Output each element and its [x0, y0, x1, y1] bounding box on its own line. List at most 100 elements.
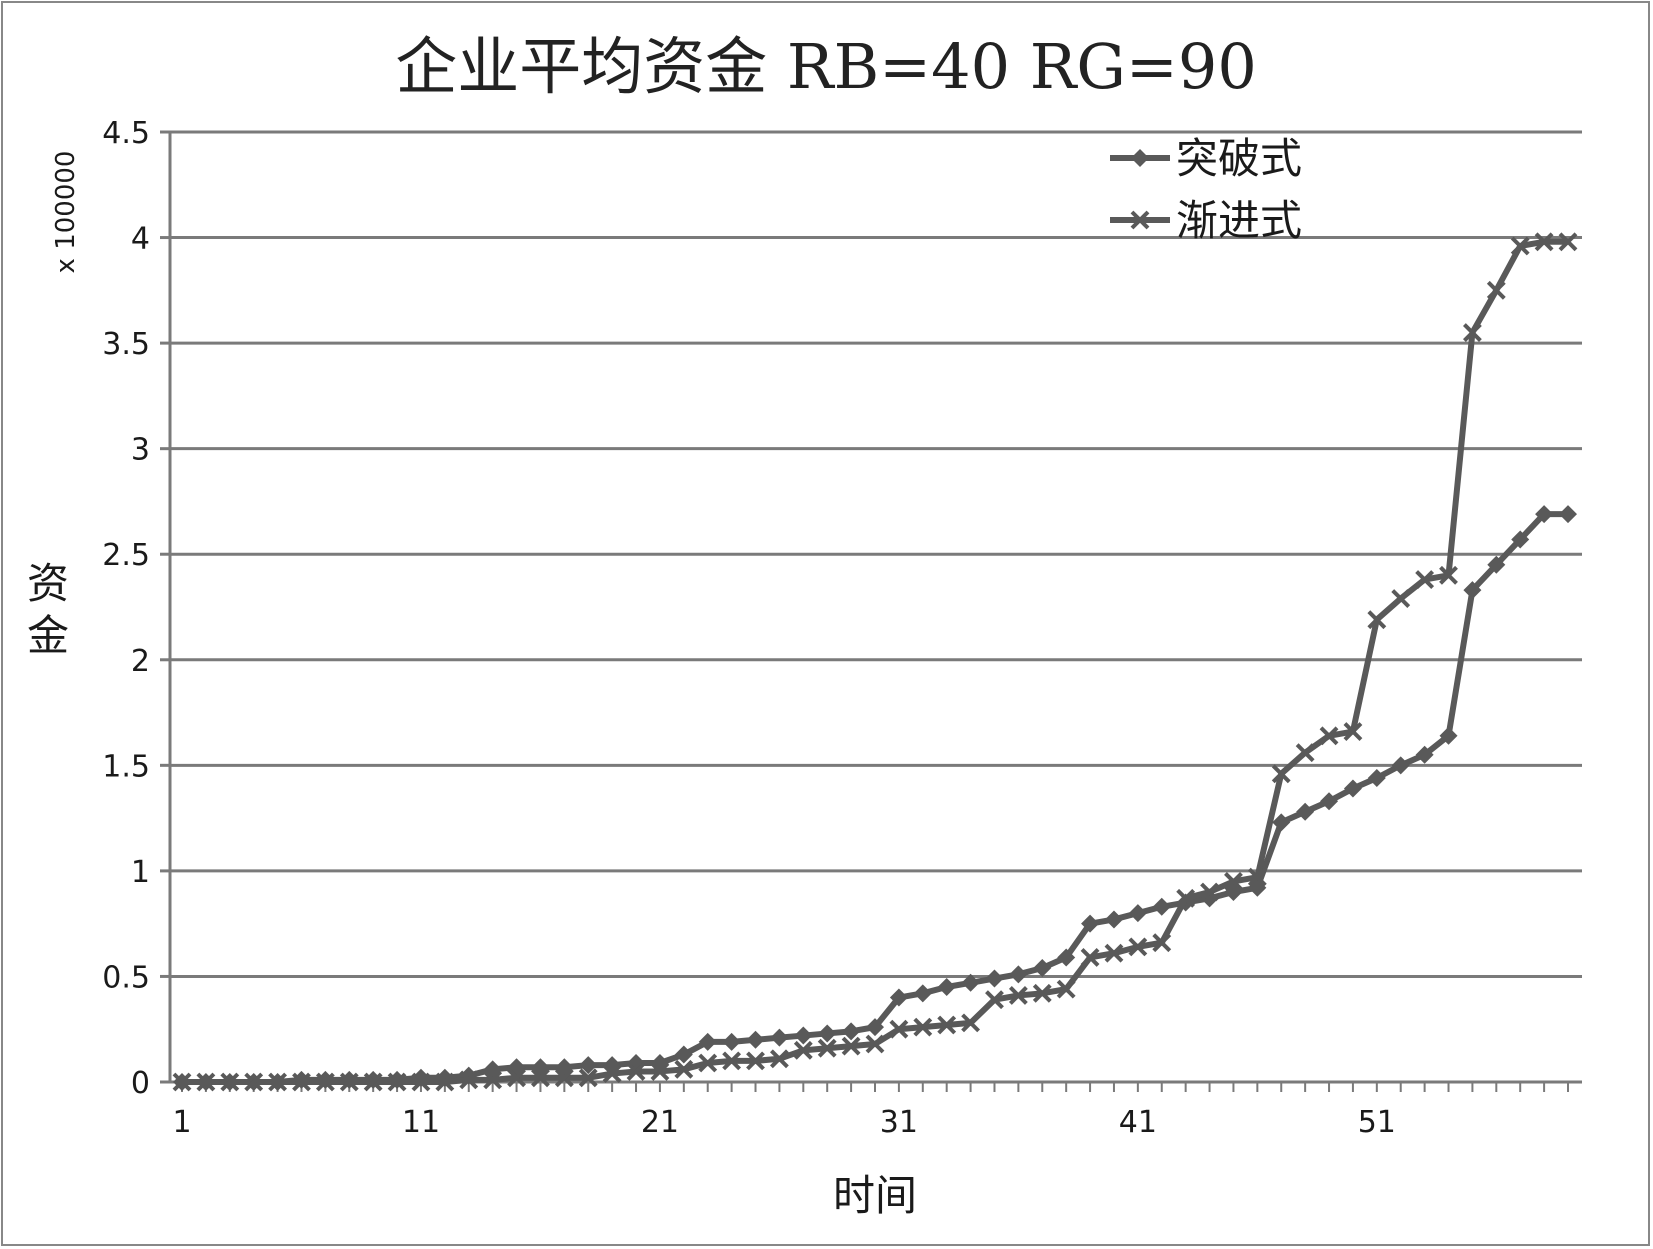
- x-marker-stroke: [1391, 589, 1411, 608]
- data-point: [244, 1072, 264, 1092]
- data-point: [961, 973, 980, 992]
- x-marker-stroke: [698, 1053, 718, 1073]
- series-layer: [172, 232, 1578, 1092]
- x-marker-stroke: [1200, 882, 1219, 902]
- data-point: [363, 1072, 383, 1092]
- data-point: [172, 1072, 192, 1092]
- data-point: [1057, 948, 1076, 967]
- data-point: [1535, 505, 1554, 524]
- x-marker-stroke: [817, 1038, 837, 1058]
- x-marker-stroke: [1056, 979, 1076, 999]
- data-point: [1415, 745, 1434, 764]
- data-point: [1510, 236, 1530, 256]
- x-marker-stroke: [339, 1072, 359, 1092]
- data-point: [1104, 910, 1123, 929]
- x-axis-label: 时间: [833, 1171, 917, 1220]
- x-marker-stroke: [1032, 983, 1052, 1003]
- x-marker-stroke: [554, 1068, 574, 1088]
- x-marker-stroke: [841, 1036, 861, 1056]
- data-point: [698, 1053, 718, 1073]
- data-point: [794, 1026, 813, 1045]
- data-point: [1128, 937, 1148, 957]
- x-marker-stroke: [1130, 210, 1150, 230]
- data-point: [674, 1045, 693, 1064]
- data-point: [889, 988, 908, 1007]
- data-point: [1009, 965, 1028, 984]
- data-point: [1176, 888, 1196, 908]
- x-marker-stroke: [1510, 236, 1530, 256]
- x-marker-stroke: [1415, 570, 1435, 589]
- data-point: [746, 1051, 765, 1071]
- y-tick-label: 3.5: [102, 327, 150, 362]
- y-tick-label: 2.5: [102, 538, 150, 573]
- x-marker-stroke: [220, 1072, 240, 1092]
- data-point: [1439, 726, 1458, 745]
- data-point: [554, 1068, 574, 1088]
- data-point: [937, 978, 956, 996]
- y-scale-label: x 100000: [51, 151, 81, 274]
- legend-item: 突破式: [1110, 134, 1302, 183]
- data-point: [698, 1032, 717, 1051]
- data-point: [1080, 948, 1100, 967]
- data-point: [722, 1051, 742, 1071]
- y-tick-label: 0.5: [102, 960, 150, 995]
- x-marker-stroke: [435, 1072, 455, 1092]
- data-point: [1296, 802, 1315, 821]
- x-marker-stroke: [1271, 764, 1291, 784]
- data-point: [674, 1059, 694, 1079]
- x-marker-stroke: [244, 1072, 264, 1092]
- data-point: [1272, 813, 1291, 832]
- x-marker-stroke: [793, 1040, 813, 1060]
- x-marker-stroke: [1558, 232, 1578, 252]
- data-point: [1415, 570, 1435, 589]
- data-point: [1558, 232, 1578, 252]
- data-point: [196, 1072, 216, 1092]
- data-point: [507, 1068, 526, 1088]
- x-marker-stroke: [1080, 948, 1100, 967]
- data-point: [866, 1018, 884, 1037]
- x-marker-stroke: [1008, 986, 1028, 1005]
- data-point: [411, 1072, 431, 1092]
- data-point: [865, 1034, 885, 1054]
- data-point: [1559, 505, 1577, 524]
- series-line: [182, 238, 1568, 1085]
- legend-label: 突破式: [1176, 134, 1302, 183]
- data-point: [1367, 610, 1387, 630]
- data-point: [1008, 986, 1028, 1005]
- x-marker-stroke: [650, 1062, 670, 1081]
- y-tick-label: 0: [131, 1066, 150, 1101]
- y-ticks: 0 0.5 1 1.5 2 2.5 3 3.5 4 4.5: [102, 116, 170, 1101]
- x-marker-stroke: [268, 1072, 288, 1092]
- x-marker-stroke: [363, 1072, 383, 1092]
- data-point: [531, 1068, 550, 1088]
- x-marker-stroke: [172, 1072, 192, 1092]
- data-point: [1320, 792, 1339, 811]
- data-point: [220, 1072, 240, 1092]
- data-point: [1033, 959, 1052, 977]
- y-tick-label: 4: [131, 222, 150, 257]
- x-tick-label: 11: [402, 1105, 440, 1140]
- data-point: [268, 1072, 288, 1092]
- y-tick-label: 1: [131, 855, 150, 890]
- x-marker-stroke: [1247, 867, 1267, 887]
- data-point: [841, 1036, 861, 1056]
- x-marker-stroke: [411, 1072, 431, 1092]
- y-tick-label: 4.5: [102, 116, 150, 151]
- data-point: [1319, 726, 1339, 746]
- legend-marker: [1131, 149, 1149, 167]
- gridlines: [170, 130, 1582, 978]
- data-point: [961, 1013, 981, 1033]
- x-tick-label: 21: [641, 1105, 679, 1140]
- data-point: [1247, 867, 1267, 887]
- x-marker-stroke: [1343, 722, 1363, 741]
- legend-item: 渐进式: [1110, 196, 1302, 245]
- data-point: [913, 1017, 933, 1037]
- data-point: [1128, 904, 1147, 923]
- data-point: [1081, 914, 1100, 933]
- data-point: [578, 1068, 598, 1088]
- x-marker-stroke: [746, 1051, 765, 1071]
- data-point: [1487, 555, 1506, 574]
- data-point: [1056, 979, 1076, 999]
